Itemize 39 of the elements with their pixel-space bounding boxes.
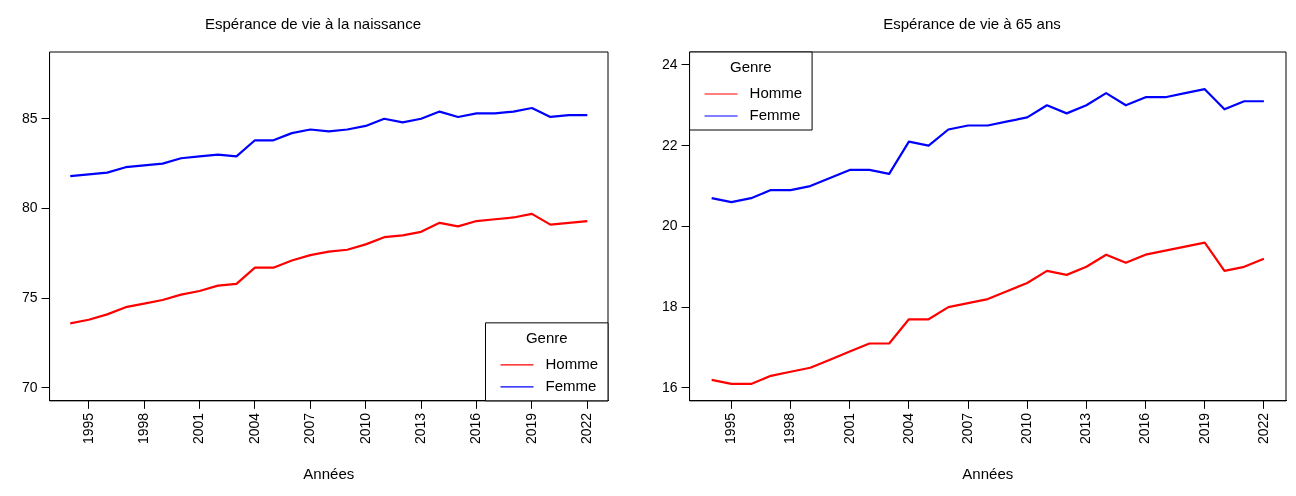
x-tick-label: 2004 [899,412,916,445]
x-tick-label: 2013 [411,412,428,445]
legend-title: Genre [525,329,568,346]
x-tick-label: 2001 [840,412,857,445]
chart-title: Espérance de vie à la naissance [205,15,421,33]
x-tick-label: 2019 [522,412,539,445]
x-axis-title: Années [303,465,355,483]
x-tick-label: 2007 [958,412,975,445]
x-tick-label: 1995 [722,412,739,445]
x-tick-label: 2016 [467,412,484,445]
legend-label: Femme [749,106,801,124]
y-tick-label: 75 [21,289,38,306]
x-tick-label: 1995 [79,412,96,445]
x-tick-label: 1998 [781,412,798,445]
x-tick-label: 2019 [1195,412,1212,445]
legend-label: Homme [545,355,599,372]
y-tick-label: 24 [661,55,678,72]
x-tick-label: 2013 [1077,412,1094,445]
y-tick-label: 18 [661,298,678,315]
x-tick-label: 2004 [245,412,262,445]
y-tick-label: 85 [21,109,38,126]
x-tick-label: 2022 [1254,412,1271,445]
x-tick-label: 2001 [190,412,207,445]
chart-title: Espérance de vie à 65 ans [883,15,1061,33]
x-tick-label: 2007 [301,412,318,445]
x-axis-title: Années [962,465,1014,483]
x-tick-label: 2010 [1018,412,1035,445]
legend-label: Femme [545,377,597,394]
y-tick-label: 70 [21,378,38,395]
x-tick-label: 2010 [356,412,373,445]
x-tick-label: 2016 [1136,412,1153,445]
y-tick-label: 80 [21,199,38,216]
x-tick-label: 1998 [134,412,151,445]
y-tick-label: 20 [661,217,678,234]
legend-label: Homme [749,84,803,102]
y-tick-label: 16 [661,378,678,395]
y-tick-label: 22 [661,136,678,153]
legend-title: Genre [729,58,772,76]
x-tick-label: 2022 [578,412,595,445]
